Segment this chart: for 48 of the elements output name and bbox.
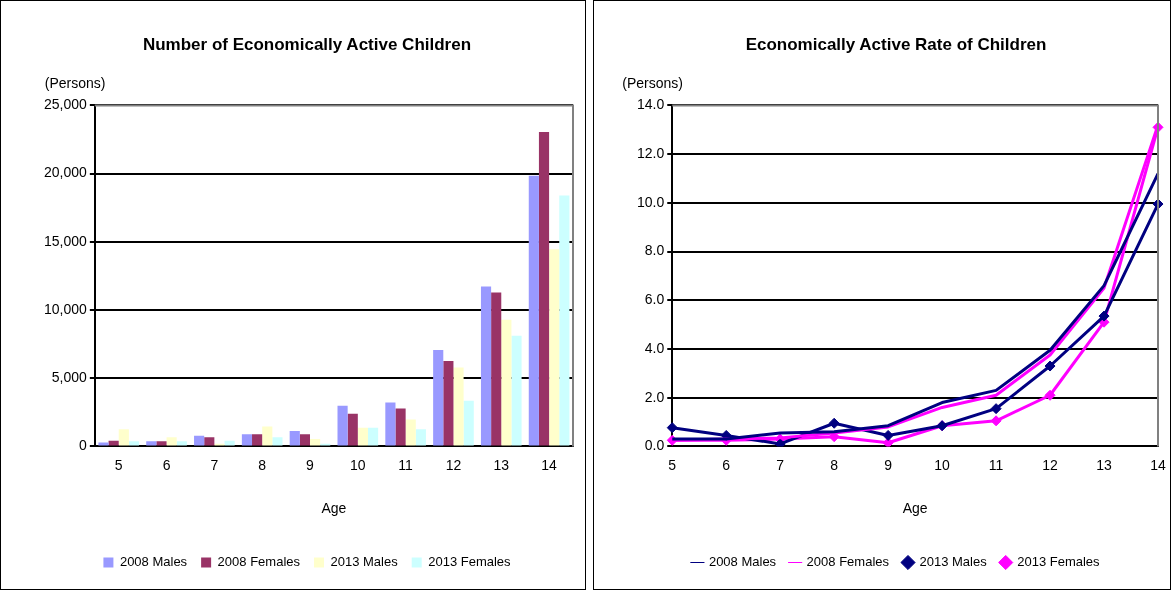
x-tick-label: 14 <box>541 456 558 473</box>
x-tick-label: 6 <box>162 456 171 473</box>
x-tick-label: 10 <box>350 456 366 473</box>
chart-title: Number of Economically Active Children <box>142 34 472 54</box>
x-tick-label: 13 <box>493 456 510 473</box>
x-tick-label: 5 <box>114 456 123 473</box>
y-tick-label: 4.0 <box>644 339 665 356</box>
x-axis-title: Age <box>321 500 347 517</box>
y-axis-title: (Persons) <box>622 75 683 92</box>
legend-label: 2008 Females <box>217 554 301 570</box>
x-axis-title: Age <box>902 500 928 517</box>
chart-title: Economically Active Rate of Children <box>745 34 1047 54</box>
x-tick-label: 7 <box>210 456 219 473</box>
y-tick-label: 0.0 <box>644 437 665 454</box>
y-tick-label: 5,000 <box>51 369 88 386</box>
legend-label: 2013 Males <box>919 554 988 570</box>
x-tick-label: 8 <box>830 456 839 473</box>
x-tick-label: 12 <box>1042 456 1059 473</box>
x-tick-label: 8 <box>258 456 267 473</box>
y-tick-label: 25,000 <box>43 96 88 113</box>
x-tick-label: 14 <box>1150 456 1166 473</box>
y-tick-label: 10,000 <box>43 300 88 317</box>
legend-label: 2008 Females <box>806 554 890 570</box>
legend-label: 2008 Males <box>119 554 188 570</box>
x-tick-label: 5 <box>668 456 677 473</box>
x-tick-label: 10 <box>934 456 951 473</box>
legend-label: 2013 Males <box>330 554 399 570</box>
x-tick-label: 11 <box>398 456 414 473</box>
y-tick-label: 10.0 <box>637 193 665 210</box>
x-tick-label: 13 <box>1096 456 1113 473</box>
y-tick-label: 0 <box>79 437 88 454</box>
y-tick-label: 12.0 <box>637 144 665 161</box>
legend-label: 2013 Females <box>1017 554 1101 570</box>
y-tick-label: 15,000 <box>43 232 88 249</box>
x-tick-label: 6 <box>722 456 731 473</box>
x-tick-label: 9 <box>306 456 315 473</box>
legend-label: 2008 Males <box>708 554 777 570</box>
x-tick-label: 7 <box>776 456 785 473</box>
y-tick-label: 20,000 <box>43 164 88 181</box>
y-tick-label: 2.0 <box>644 388 665 405</box>
y-axis-title: (Persons) <box>44 75 106 92</box>
y-tick-label: 6.0 <box>644 291 665 308</box>
x-tick-label: 12 <box>445 456 462 473</box>
x-tick-label: 9 <box>884 456 893 473</box>
y-tick-label: 8.0 <box>644 242 665 259</box>
legend-label: 2013 Females <box>428 554 512 570</box>
x-tick-label: 11 <box>988 456 1004 473</box>
y-tick-label: 14.0 <box>637 96 665 113</box>
